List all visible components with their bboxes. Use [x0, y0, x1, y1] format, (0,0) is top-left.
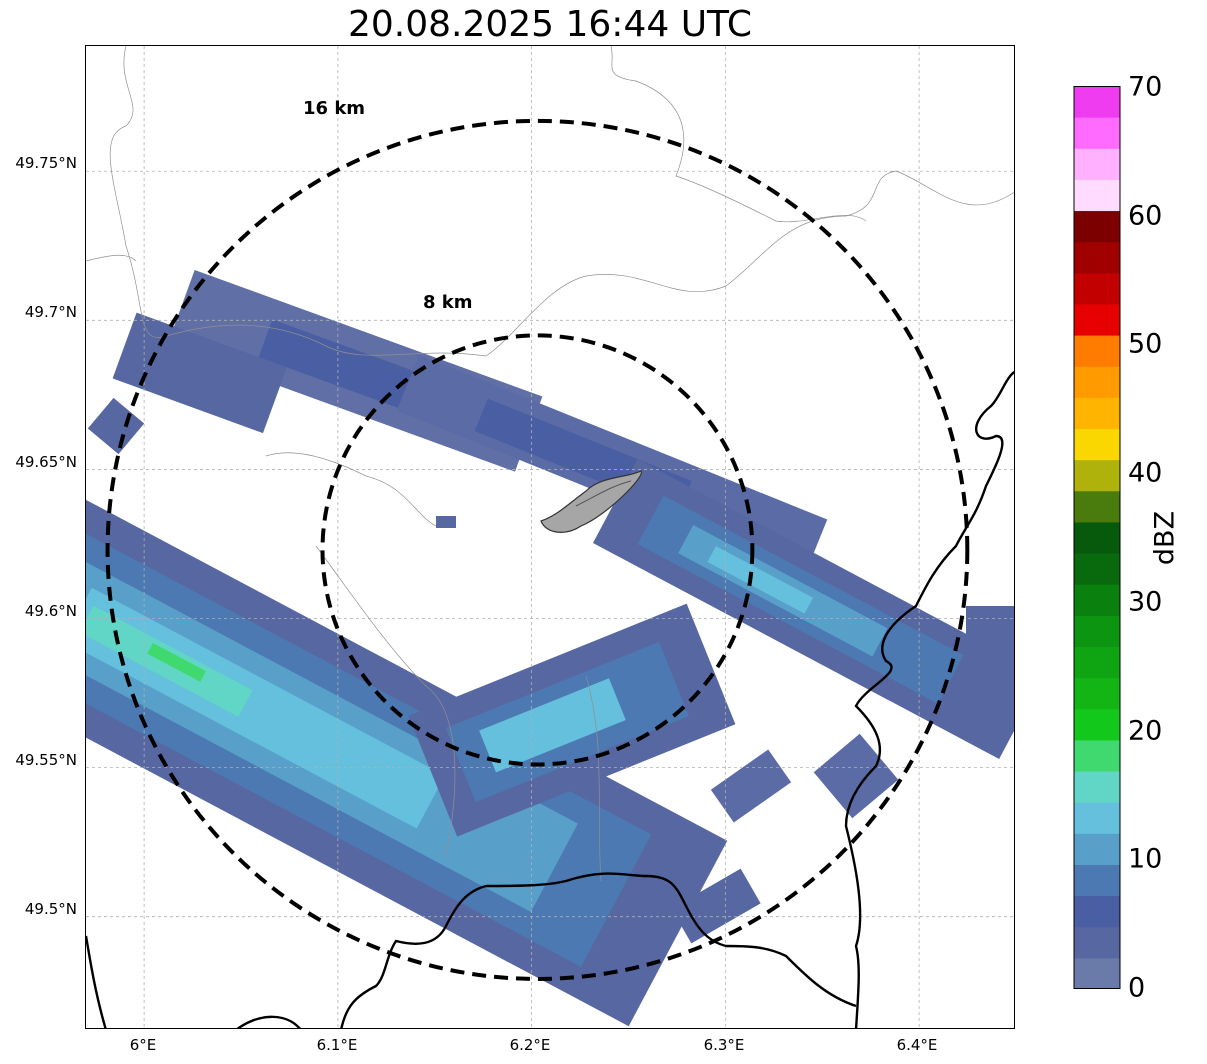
- colorbar-tick-label: 0: [1128, 972, 1146, 1004]
- radar-map[interactable]: [85, 45, 1015, 1029]
- lat-tick-label: 49.7°N: [24, 303, 77, 321]
- lon-tick-label: 6.2°E: [509, 1036, 551, 1054]
- colorbar-segment: [1074, 459, 1120, 492]
- colorbar-segment: [1074, 303, 1120, 336]
- colorbar-segment: [1074, 739, 1120, 772]
- colorbar-tick-label: 40: [1128, 457, 1163, 489]
- colorbar-segment: [1074, 210, 1120, 243]
- colorbar-segment: [1074, 86, 1120, 118]
- ring-label-8km: 8 km: [423, 292, 473, 313]
- lat-tick-label: 49.55°N: [15, 751, 77, 769]
- colorbar-tick-label: 20: [1128, 715, 1163, 747]
- lon-tick-label: 6°E: [129, 1036, 157, 1054]
- colorbar-tick-label: 70: [1128, 71, 1163, 103]
- colorbar-tick-label: 50: [1128, 328, 1163, 360]
- lat-tick-label: 49.75°N: [15, 154, 77, 172]
- ring-label-16km: 16 km: [303, 98, 366, 119]
- colorbar-segment: [1074, 553, 1120, 585]
- colorbar: [1073, 86, 1121, 989]
- range-ring: [320, 333, 755, 767]
- lon-tick-label: 6.4°E: [896, 1036, 938, 1054]
- colorbar-segment: [1074, 366, 1120, 398]
- colorbar-segment: [1074, 272, 1120, 305]
- colorbar-segment: [1074, 833, 1120, 865]
- lat-tick-label: 49.5°N: [24, 900, 77, 918]
- range-ring: [105, 118, 970, 981]
- colorbar-frame: [1073, 86, 1121, 989]
- colorbar-segment: [1074, 864, 1120, 897]
- colorbar-tick-label: 60: [1128, 200, 1163, 232]
- commune-boundaries: [86, 46, 1014, 882]
- colorbar-segment: [1074, 241, 1120, 274]
- radar-map-canvas: [86, 46, 1014, 1028]
- precipitation-echoes: [86, 269, 1014, 1027]
- colorbar-unit-label: dBZ: [1149, 510, 1181, 566]
- colorbar-segment: [1074, 148, 1120, 180]
- colorbar-segment: [1074, 895, 1120, 928]
- colorbar-segment: [1074, 957, 1120, 989]
- colorbar-segment: [1074, 646, 1120, 679]
- colorbar-segment: [1074, 335, 1120, 367]
- lat-tick-label: 49.65°N: [15, 453, 77, 471]
- colorbar-segment: [1074, 708, 1120, 741]
- colorbar-segment: [1074, 397, 1120, 430]
- colorbar-segment: [1074, 615, 1120, 647]
- map-title: 20.08.2025 16:44 UTC: [347, 4, 753, 45]
- colorbar-segment: [1074, 428, 1120, 461]
- colorbar-tick-label: 30: [1128, 586, 1163, 618]
- colorbar-segment: [1074, 490, 1120, 523]
- colorbar-segment: [1074, 117, 1120, 149]
- lat-tick-label: 49.6°N: [24, 602, 77, 620]
- range-rings: [105, 118, 970, 981]
- colorbar-segment: [1074, 802, 1120, 834]
- colorbar-segment: [1074, 926, 1120, 959]
- colorbar-tick-label: 10: [1128, 843, 1163, 875]
- colorbar-segment: [1074, 677, 1120, 710]
- colorbar-segment: [1074, 179, 1120, 212]
- lon-tick-label: 6.1°E: [316, 1036, 358, 1054]
- colorbar-segment: [1074, 584, 1120, 616]
- colorbar-segment: [1074, 771, 1120, 803]
- country-border: [86, 370, 1014, 1028]
- lon-tick-label: 6.3°E: [703, 1036, 745, 1054]
- colorbar-segment: [1074, 521, 1120, 554]
